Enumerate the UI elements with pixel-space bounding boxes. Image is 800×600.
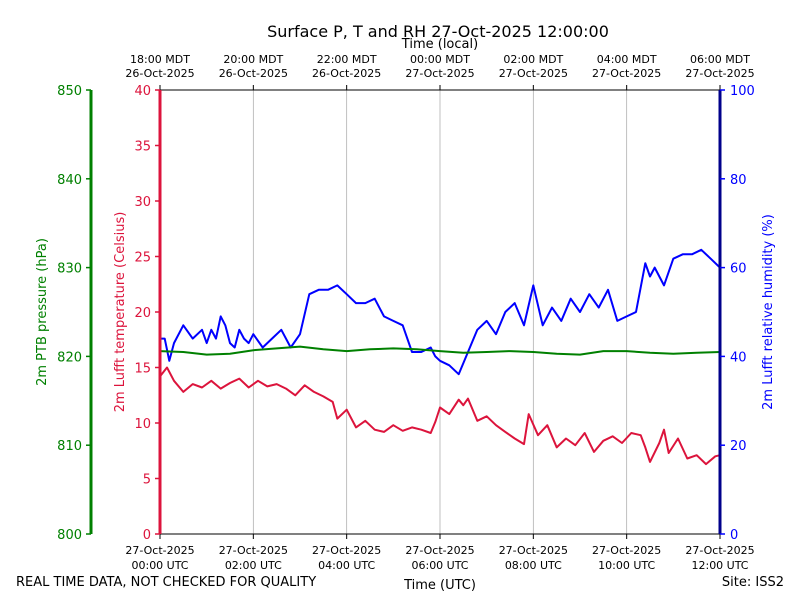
axes-layer: 27-Oct-2025 00:00 UTC 27-Oct-2025 02:00 UTC… [35,53,776,572]
x-tick-label-time: 04:00 UTC [318,559,375,572]
x-top-tick-label-date: 27-Oct-2025 [685,67,754,80]
humidity-axis-label: 2m Lufft relative humidity (%) [761,214,776,410]
x-top-tick-label-time: 06:00 MDT [690,53,750,66]
x-axis-top-label: Time (local) [401,37,478,52]
pressure-tick-label: 850 [57,84,82,99]
quality-disclaimer: REAL TIME DATA, NOT CHECKED FOR QUALITY [16,575,317,590]
x-top-tick-label-date: 26-Oct-2025 [219,67,288,80]
pressure-tick-label: 800 [57,528,82,543]
temperature-tick-label: 0 [143,528,151,543]
x-axis-bottom-label: Time (UTC) [403,578,476,593]
temperature-tick-label: 20 [134,306,151,321]
x-top-tick-label-time: 04:00 MDT [597,53,657,66]
x-tick-label-time: 00:00 UTC [131,559,188,572]
x-top-tick-label-time: 22:00 MDT [317,53,377,66]
x-top-tick-label-date: 26-Oct-2025 [125,67,194,80]
x-tick-label-time: 06:00 UTC [411,559,468,572]
temperature-tick-label: 40 [134,84,151,99]
x-tick-label-date: 27-Oct-2025 [405,544,474,557]
pressure-tick-label: 840 [57,173,82,188]
x-tick-label-time: 08:00 UTC [505,559,562,572]
x-top-tick-label-date: 27-Oct-2025 [405,67,474,80]
x-tick-label-date: 27-Oct-2025 [312,544,381,557]
temperature-tick-label: 35 [134,140,151,155]
humidity-tick-label: 100 [730,84,755,99]
pressure-axis-label: 2m PTB pressure (hPa) [35,238,50,386]
x-tick-label-date: 27-Oct-2025 [592,544,661,557]
temperature-tick-label: 30 [134,195,151,210]
x-top-tick-label-time: 20:00 MDT [223,53,283,66]
temperature-tick-label: 10 [134,417,151,432]
humidity-tick-label: 40 [730,350,747,365]
pressure-tick-label: 820 [57,350,82,365]
x-tick-label-time: 02:00 UTC [225,559,282,572]
x-tick-label-date: 27-Oct-2025 [125,544,194,557]
x-top-tick-label-time: 02:00 MDT [503,53,563,66]
x-top-tick-label-time: 18:00 MDT [130,53,190,66]
vertical-grid [252,90,628,534]
humidity-tick-label: 60 [730,262,747,277]
x-tick-label-date: 27-Oct-2025 [219,544,288,557]
x-top-tick-label-date: 27-Oct-2025 [592,67,661,80]
temperature-tick-label: 5 [143,473,151,488]
x-tick-label-time: 10:00 UTC [598,559,655,572]
x-tick-label-time: 12:00 UTC [691,559,748,572]
x-tick-label-date: 27-Oct-2025 [685,544,754,557]
temperature-tick-label: 25 [134,251,151,266]
humidity-tick-label: 80 [730,173,747,188]
x-tick-label-date: 27-Oct-2025 [499,544,568,557]
humidity-tick-label: 20 [730,439,747,454]
pressure-series-line [159,345,721,356]
temperature-tick-label: 15 [134,362,151,377]
chart-title: Surface P, T and RH 27-Oct-2025 12:00:00 [267,22,609,41]
pressure-tick-label: 830 [57,262,82,277]
series-layer [159,248,721,466]
pressure-tick-label: 810 [57,439,82,454]
humidity-series-line [160,248,721,376]
temperature-axis-label: 2m Lufft temperature (Celsius) [113,212,128,413]
x-top-tick-label-date: 26-Oct-2025 [312,67,381,80]
x-top-tick-label-time: 00:00 MDT [410,53,470,66]
site-label: Site: ISS2 [721,575,784,590]
x-top-tick-label-date: 27-Oct-2025 [499,67,568,80]
humidity-tick-label: 0 [730,528,738,543]
temperature-series-line [159,366,721,466]
